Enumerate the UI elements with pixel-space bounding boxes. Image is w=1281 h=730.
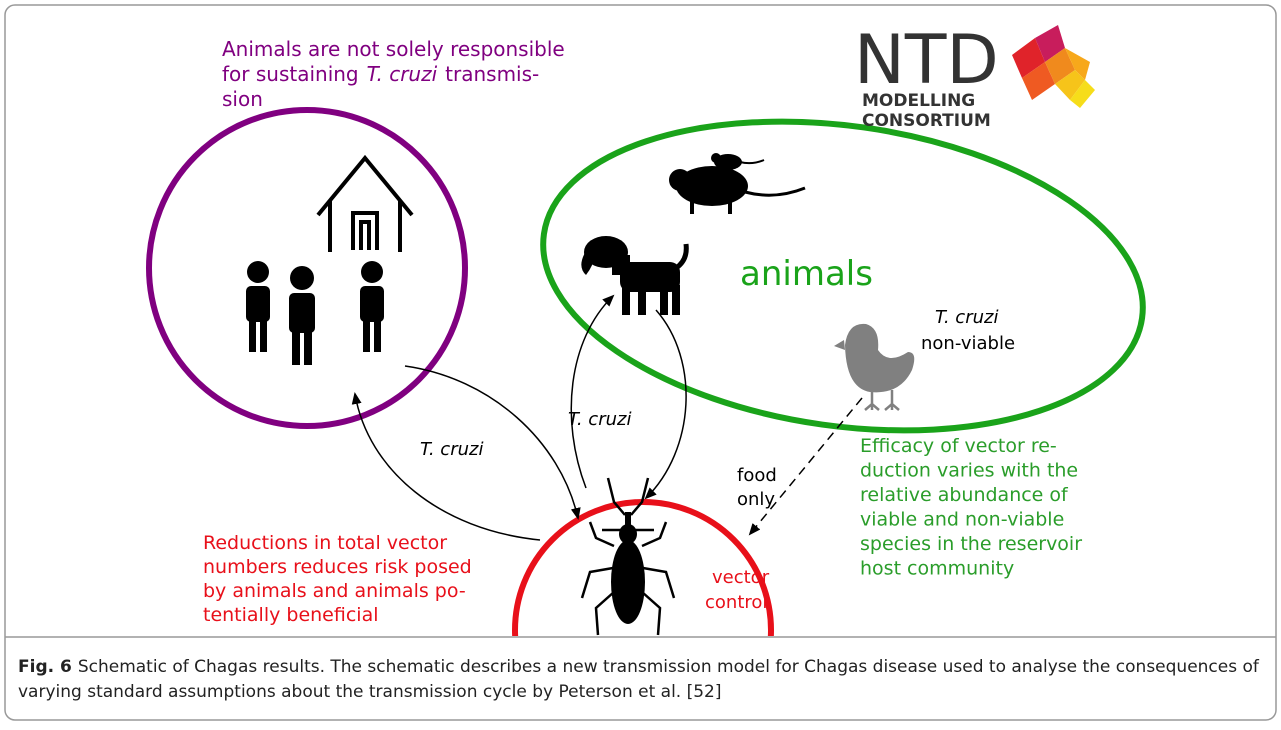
note-text: for sustaining — [222, 62, 359, 86]
non-viable-italic: T. cruzi — [935, 307, 998, 328]
logo-acronym: NTD — [854, 21, 999, 100]
note-italic: T. cruzi — [367, 62, 438, 86]
note-line: Animals are not solely responsible — [222, 37, 565, 61]
caption-line: Fig. 6 Schematic of Chagas results. The s… — [18, 657, 1260, 677]
arrow-label: only — [737, 489, 775, 510]
note-line: host community — [860, 558, 1014, 580]
note-line: species in the reservoir — [860, 533, 1082, 555]
note-line: viable and non-viable — [860, 509, 1064, 531]
arrow-label: T. cruzi — [568, 409, 631, 430]
figure: NTD MODELLING CONSORTIUM Animals are not… — [0, 0, 1281, 726]
note-line: sion — [222, 87, 263, 111]
note-line: tentially beneficial — [203, 604, 379, 626]
logo-line: CONSORTIUM — [862, 111, 991, 131]
note-line: numbers reduces risk posed — [203, 556, 472, 578]
caption-text: Schematic of Chagas results. The schemat… — [78, 657, 1260, 677]
vector-label: vector — [712, 567, 770, 588]
note-line: Reductions in total vector — [203, 532, 447, 554]
non-viable-label: non-viable — [921, 333, 1015, 354]
frame — [5, 5, 1276, 720]
note-text: transmis- — [445, 62, 539, 86]
note-line: Efficacy of vector re- — [860, 435, 1057, 457]
arrow-label: food — [737, 465, 777, 486]
note-line: relative abundance of — [860, 484, 1069, 506]
note-line: duction varies with the — [860, 460, 1078, 482]
vector-label: control — [705, 592, 767, 613]
note-line: by animals and animals po- — [203, 580, 466, 602]
note-line: for sustaining T. cruzi transmis- — [222, 62, 539, 86]
caption-label: Fig. 6 — [18, 657, 72, 677]
caption-line: varying standard assumptions about the t… — [18, 682, 722, 702]
animals-label: animals — [740, 254, 873, 294]
logo-line: MODELLING — [862, 91, 975, 111]
arrow-label: T. cruzi — [420, 439, 483, 460]
